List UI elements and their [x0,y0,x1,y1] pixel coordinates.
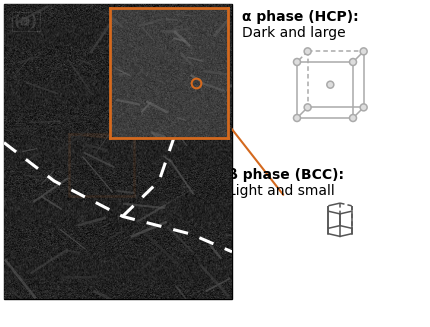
Text: 25 μm: 25 μm [34,269,68,279]
Circle shape [327,81,334,88]
Circle shape [350,114,356,122]
Bar [69,134,134,196]
Circle shape [360,48,367,55]
Circle shape [350,59,356,65]
Circle shape [304,104,311,111]
Text: (a): (a) [14,14,38,29]
Circle shape [294,59,301,65]
Circle shape [360,104,367,111]
Text: α phase (HCP):: α phase (HCP): [242,10,359,24]
Text: Light and small: Light and small [228,184,335,198]
Text: Dark and large: Dark and large [242,26,346,40]
Text: β phase (BCC):: β phase (BCC): [228,168,344,182]
Circle shape [304,48,311,55]
Circle shape [294,114,301,122]
Bar [4,4,232,299]
